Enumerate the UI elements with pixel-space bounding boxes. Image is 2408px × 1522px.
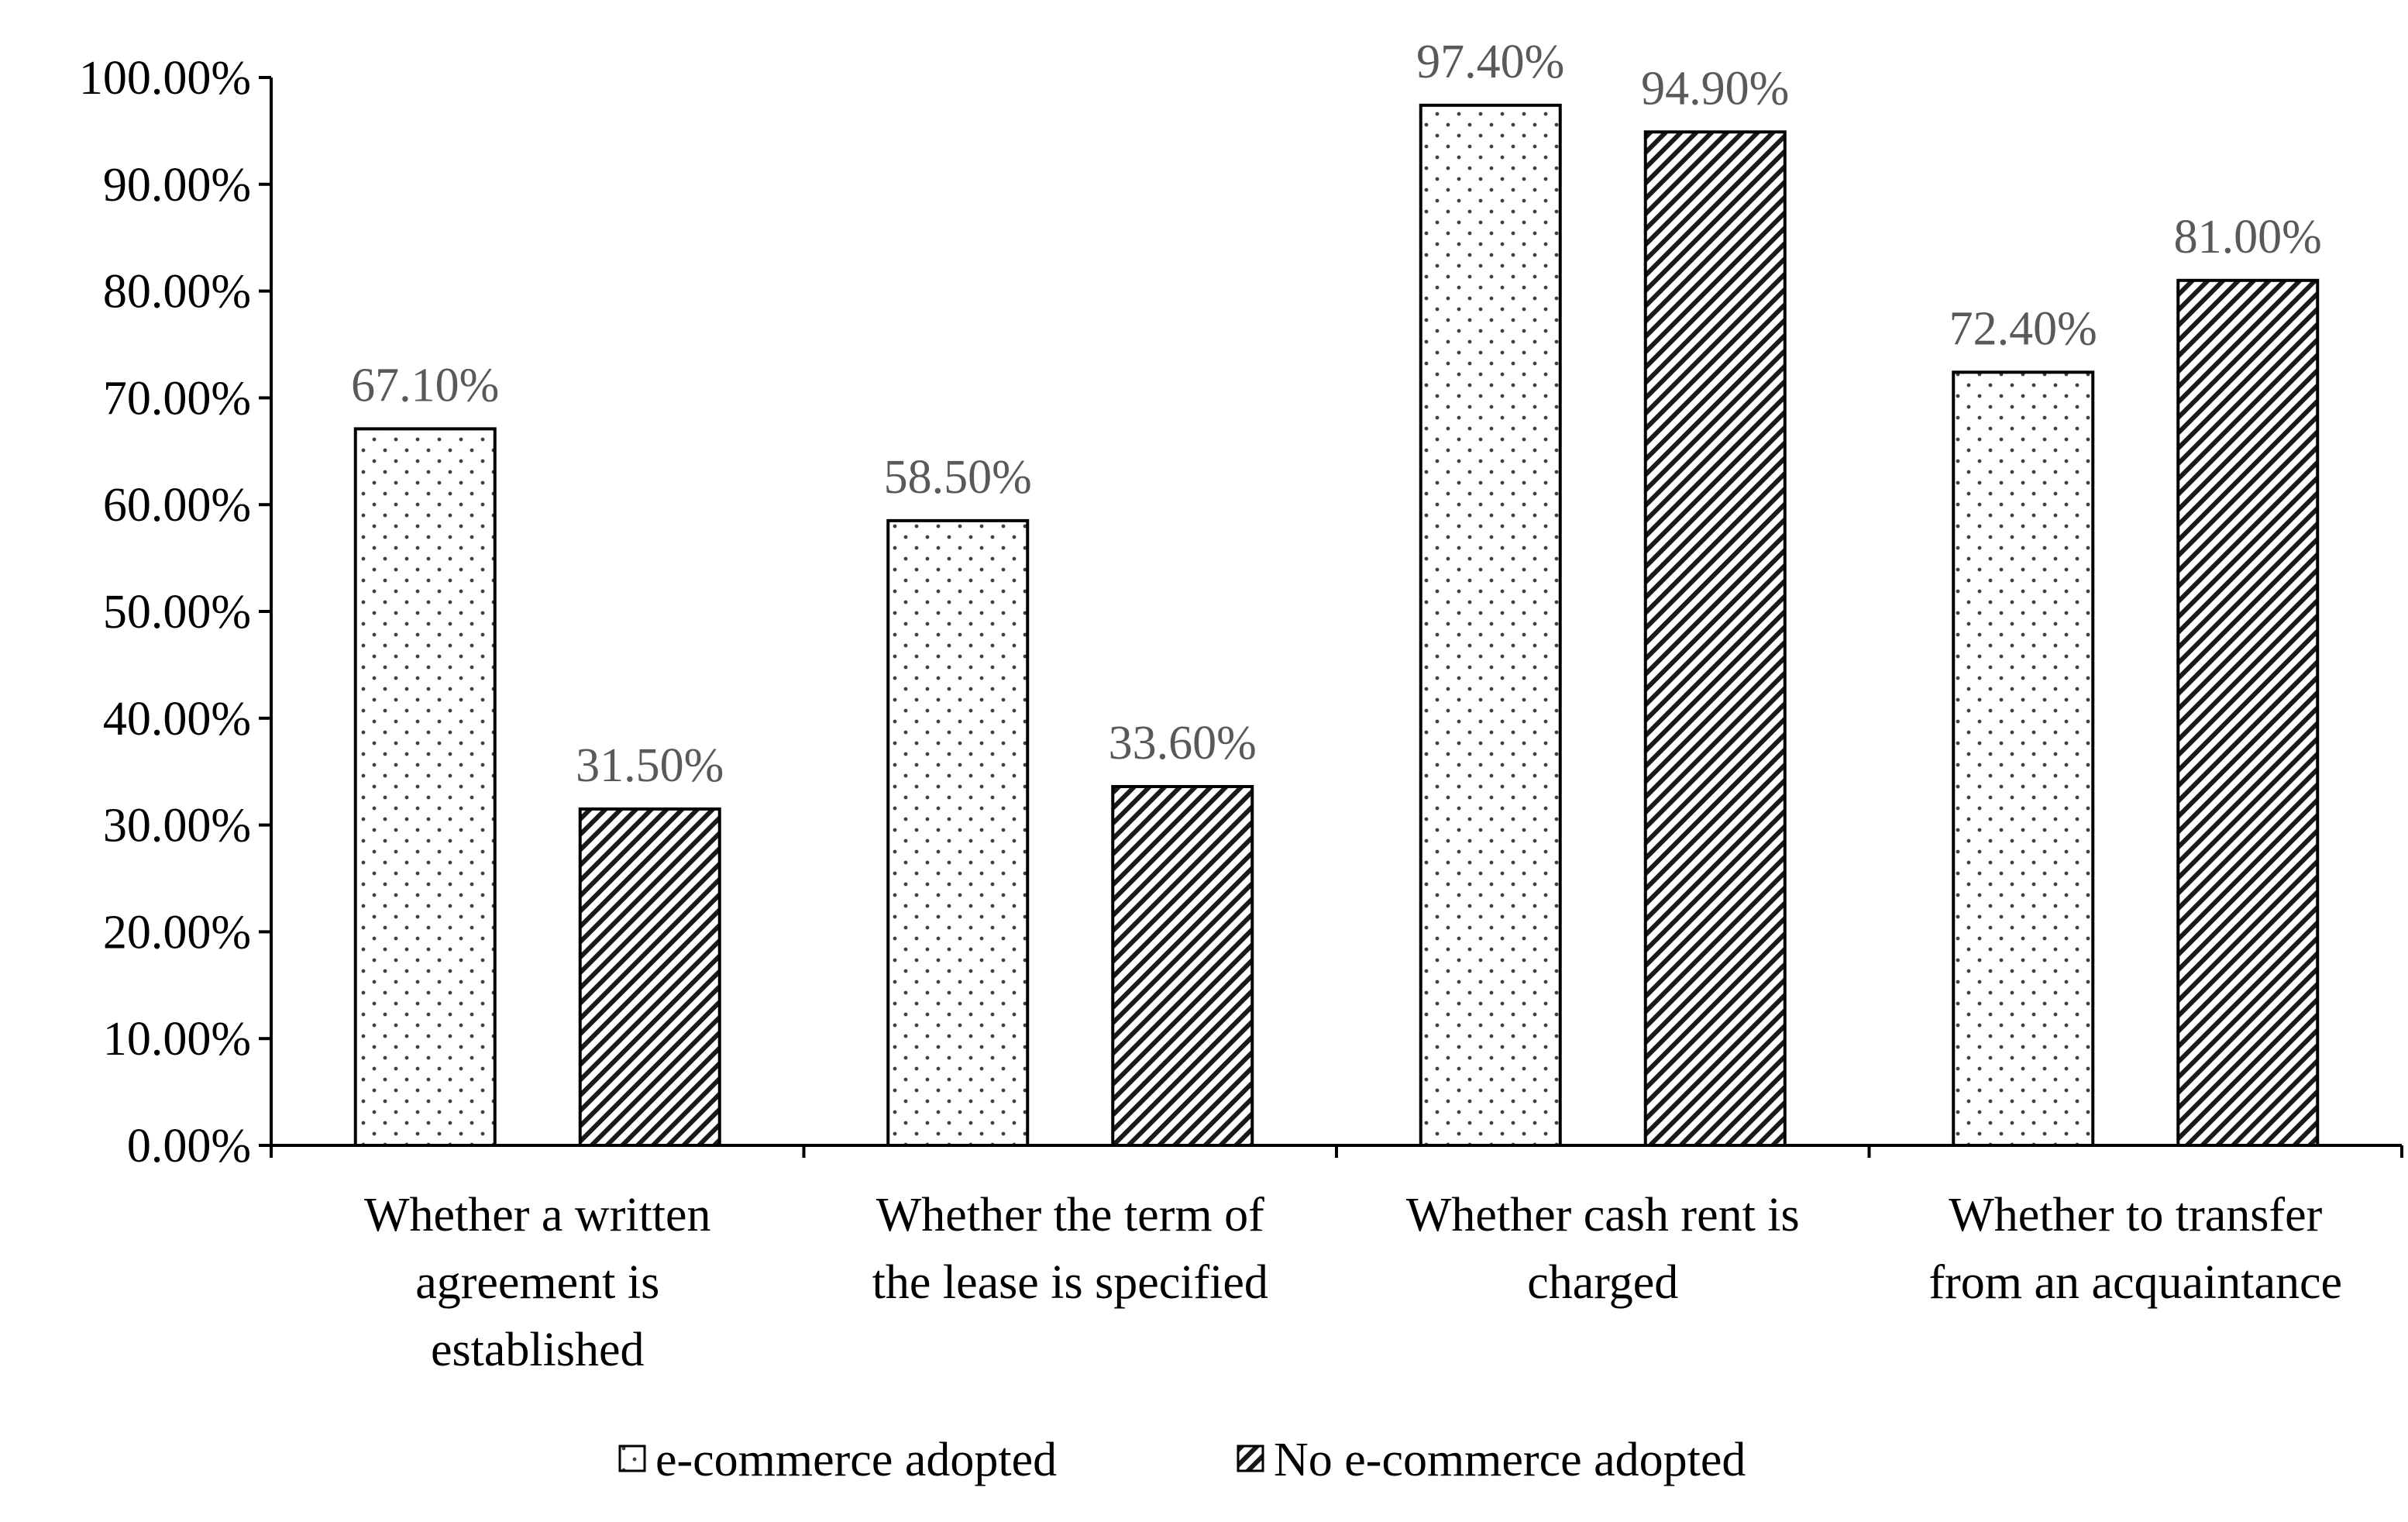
- bar-ecommerce: [353, 427, 497, 1147]
- category-label: established: [431, 1324, 645, 1376]
- category-label: Whether the term of: [876, 1189, 1264, 1241]
- data-labels: 67.10% 31.50% 58.50% 33.60% 97.40% 94.90% 72.4…: [351, 36, 2322, 792]
- category-label: the lease is specified: [872, 1256, 1268, 1309]
- data-label: 97.40%: [1416, 36, 1564, 88]
- data-label: 58.50%: [884, 451, 1032, 504]
- category-label: Whether a written: [364, 1189, 711, 1241]
- y-tick-label: 50.00%: [103, 586, 251, 639]
- y-tick-label: 100.00%: [79, 52, 251, 105]
- legend-swatch-no-ecommerce: [1237, 1445, 1264, 1472]
- category-label: from an acquaintance: [1928, 1256, 2342, 1309]
- y-tick-label: 30.00%: [103, 800, 251, 852]
- legend-swatch-ecommerce: [618, 1445, 646, 1472]
- category-label: Whether cash rent is: [1406, 1189, 1800, 1241]
- y-tick-label: 20.00%: [103, 906, 251, 959]
- data-label: 31.50%: [576, 739, 724, 792]
- legend: e-commerce adopted No e-commerce adopted: [618, 1434, 1746, 1486]
- y-tick-label: 80.00%: [103, 266, 251, 319]
- bar-ecommerce: [1419, 103, 1562, 1147]
- category-labels: Whether a written agreement is established…: [364, 1189, 2342, 1376]
- data-label: 72.40%: [1949, 302, 2097, 355]
- bar-ecommerce: [1952, 370, 2095, 1147]
- bar-no-ecommerce: [2176, 278, 2320, 1148]
- bar-no-ecommerce: [1643, 130, 1787, 1148]
- axes: 0.00% 10.00% 20.00% 30.00% 40.00% 50.00% 60.00…: [79, 52, 2403, 1172]
- data-label: 94.90%: [1641, 62, 1789, 115]
- y-tick-label: 70.00%: [103, 372, 251, 425]
- legend-label: e-commerce adopted: [655, 1434, 1057, 1486]
- y-tick-label: 10.00%: [103, 1013, 251, 1066]
- bar-ecommerce: [886, 518, 1030, 1147]
- y-tick-label: 90.00%: [103, 159, 251, 212]
- bars: [353, 103, 2320, 1148]
- category-label: Whether to transfer: [1949, 1189, 2322, 1241]
- y-tick-label: 40.00%: [103, 693, 251, 746]
- category-label: agreement is: [415, 1256, 659, 1309]
- category-label: charged: [1527, 1256, 1678, 1309]
- data-label: 81.00%: [2174, 211, 2322, 263]
- bar-no-ecommerce: [1111, 784, 1254, 1147]
- data-label: 67.10%: [351, 359, 499, 411]
- y-tick-label: 0.00%: [127, 1120, 251, 1172]
- y-tick-label: 60.00%: [103, 479, 251, 532]
- legend-label: No e-commerce adopted: [1274, 1434, 1746, 1486]
- bar-no-ecommerce: [578, 807, 721, 1148]
- data-label: 33.60%: [1109, 717, 1257, 770]
